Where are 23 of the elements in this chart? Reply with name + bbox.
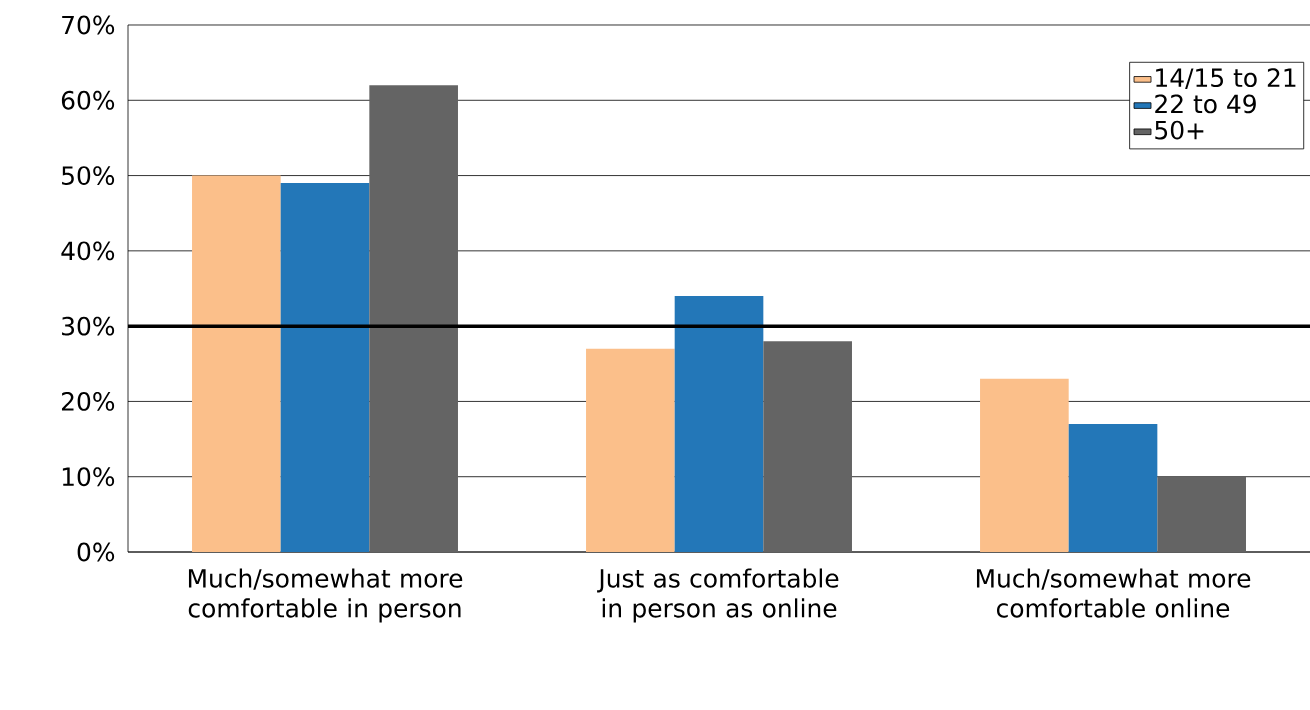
bar [763,341,852,552]
bar [674,296,764,552]
bar [192,175,281,552]
y-tick-label: 70% [62,15,115,35]
y-tick-label: 40% [61,241,115,261]
x-tick-label: Much/somewhat more comfortable in person [188,568,463,623]
bar [280,183,370,552]
legend-label: 50+ [1155,120,1204,140]
legend-label: 14/15 to 21 [1156,68,1296,90]
y-tick-label: 20% [61,392,115,411]
bar [980,378,1069,552]
x-tick-label: Much/somewhat more comfortable online [976,568,1251,618]
bar [1157,476,1246,552]
y-tick-label: 0% [77,542,115,562]
bar [369,85,458,552]
y-tick-label: 50% [62,166,115,185]
x-tick-label: Just as comfortable in person as online [597,568,839,623]
bar [1068,424,1158,552]
legend-label: 22 to 49 [1155,94,1256,114]
bar [586,348,675,552]
y-tick-label: 30% [62,316,115,336]
y-tick-label: 10% [62,467,115,487]
y-tick-label: 60% [61,90,115,110]
